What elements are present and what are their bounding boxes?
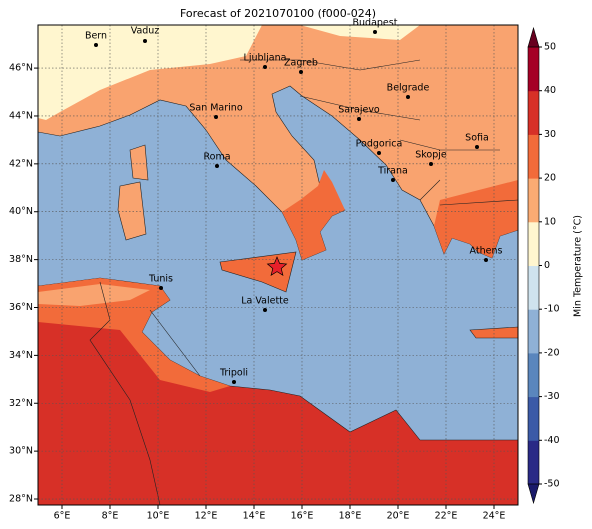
city-label: Ljubljana [244, 53, 287, 64]
y-tick-label: 42°N [9, 158, 33, 169]
city-dot [357, 117, 361, 121]
colorbar-tick-label: -30 [544, 391, 560, 402]
colorbar-tick-label: 20 [544, 173, 556, 184]
city-label: La Valette [241, 296, 289, 307]
city-dot [263, 308, 267, 312]
city-dot [484, 258, 488, 262]
colorbar-swatch [528, 440, 539, 485]
colorbar-tick-label: -20 [544, 347, 560, 358]
city-label: San Marino [189, 103, 242, 114]
north-zone [300, 25, 420, 40]
colorbar: -50 -40 -30 -20 -10 0 10 20 30 40 50 [527, 26, 560, 505]
colorbar-tick-label: -10 [544, 304, 560, 315]
x-tick-label: 16°E [291, 511, 314, 522]
y-tick-label: 38°N [9, 254, 33, 265]
x-tick-label: 6°E [54, 511, 71, 522]
alpine-zone [38, 25, 262, 120]
africa-land [38, 277, 518, 505]
city-label: Tunis [148, 274, 173, 285]
city-label: Roma [203, 152, 230, 163]
colorbar-tick-label: -40 [544, 435, 560, 446]
y-tick-label: 46°N [9, 63, 33, 74]
colorbar-tick-label: -50 [544, 479, 560, 490]
city-label: Zagreb [284, 58, 318, 69]
city-label: Belgrade [387, 83, 430, 94]
colorbar-tick-label: 10 [544, 216, 556, 227]
city-dot [377, 151, 381, 155]
city-dot [391, 178, 395, 182]
city-dot [232, 380, 236, 384]
city-label: Podgorica [356, 139, 403, 150]
x-tick-label: 18°E [339, 511, 362, 522]
x-tick-label: 14°E [243, 511, 266, 522]
city-label: Tirana [377, 166, 408, 177]
colorbar-swatch [528, 178, 539, 223]
greece-zone [434, 180, 518, 258]
city-label: Athens [470, 246, 503, 257]
y-tick-label: 28°N [9, 494, 33, 505]
city-dot [406, 95, 410, 99]
city-dot [215, 164, 219, 168]
colorbar-tick-label: 30 [544, 129, 556, 140]
city-label: Tripoli [219, 368, 248, 379]
x-tick-label: 12°E [195, 511, 218, 522]
city-label: Skopje [415, 150, 447, 161]
y-tick-label: 34°N [9, 350, 33, 361]
map-frame [37, 24, 519, 506]
x-tick-label: 8°E [102, 511, 119, 522]
colorbar-swatch [528, 309, 539, 354]
colorbar-label: Min Temperature (°C) [573, 215, 584, 317]
city-label: Sarajevo [338, 105, 380, 116]
colorbar-swatch [528, 134, 539, 179]
colorbar-swatch [528, 90, 539, 135]
city-dot [94, 43, 98, 47]
cities: Bern Vaduz Budapest Ljubljana Zagreb San… [85, 18, 503, 384]
city-dot [475, 145, 479, 149]
colorbar-tick-label: 0 [544, 260, 550, 271]
city-dot [373, 30, 377, 34]
star-marker [266, 256, 288, 276]
colorbar-tick-label: 50 [544, 42, 556, 53]
city-dot [159, 286, 163, 290]
crete [469, 326, 518, 339]
colorbar-tick-label: 40 [544, 85, 556, 96]
y-tick-label: 30°N [9, 446, 33, 457]
colorbar-swatch [528, 352, 539, 398]
colorbar-swatch [528, 265, 539, 310]
colorbar-over [527, 26, 540, 48]
colorbar-swatch [528, 47, 539, 92]
africa-coast-zone [38, 278, 230, 392]
city-dot [214, 115, 218, 119]
city-dot [263, 65, 267, 69]
y-tick-label: 40°N [9, 206, 33, 217]
y-tick-label: 44°N [9, 110, 33, 121]
city-label: Sofia [465, 133, 489, 144]
grid: 6°E 8°E 10°E 12°E 14°E 16°E 18°E 20°E 22°E 24°E 28… [9, 25, 518, 522]
city-dot [429, 162, 433, 166]
x-tick-label: 20°E [387, 511, 410, 522]
y-tick-label: 36°N [9, 302, 33, 313]
x-tick-label: 10°E [147, 511, 170, 522]
x-tick-label: 24°E [483, 511, 506, 522]
sardinia [117, 181, 147, 241]
y-tick-label: 32°N [9, 398, 33, 409]
map-fill [38, 25, 518, 505]
city-label: Budapest [353, 18, 398, 29]
city-dot [143, 39, 147, 43]
colorbar-under [527, 483, 540, 505]
country-border [89, 59, 518, 505]
city-label: Bern [85, 31, 107, 42]
corsica [129, 144, 149, 181]
city-label: Vaduz [131, 26, 160, 37]
x-tick-label: 22°E [435, 511, 458, 522]
colorbar-swatch [528, 396, 539, 441]
title: Forecast of 2021070100 (f000-024) [180, 7, 376, 20]
tunisia-zone [38, 284, 150, 306]
city-dot [299, 70, 303, 74]
colorbar-swatch [528, 221, 539, 266]
italy-coast-zone [282, 170, 345, 260]
